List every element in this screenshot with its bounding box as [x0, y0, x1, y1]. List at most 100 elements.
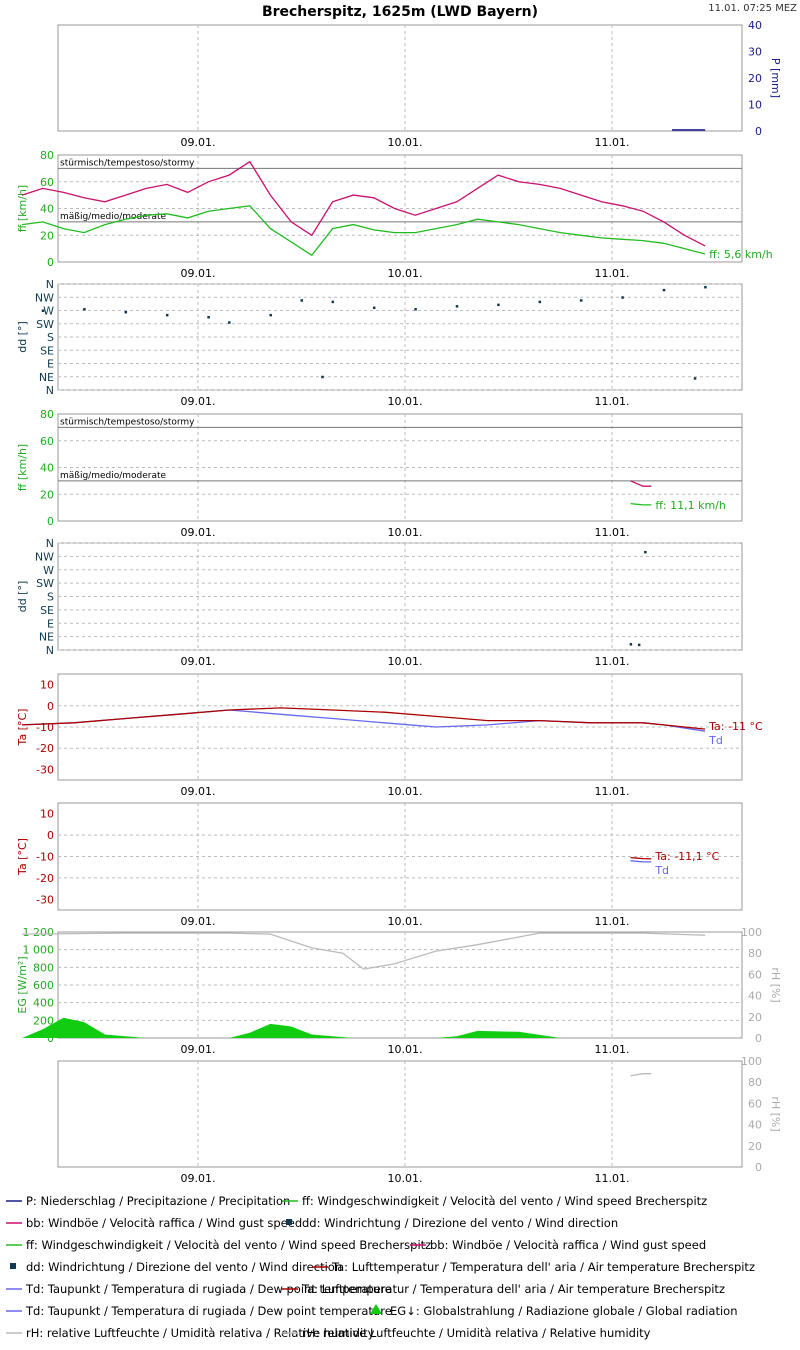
y-axis-label: dd [°]	[16, 321, 29, 353]
y-tick-label: 0	[47, 700, 54, 713]
zone-label-moderate: mäßig/medio/moderate	[60, 471, 167, 481]
dir-point	[300, 299, 303, 302]
dew-value-label: Td	[708, 734, 723, 747]
x-tick-label: 09.01.	[181, 1043, 216, 1056]
legend-item: ff: Windgeschwindigkeit / Velocità del v…	[302, 1194, 707, 1208]
x-tick-label: 10.01.	[388, 655, 423, 668]
y-tick-label-right: 20	[748, 72, 762, 85]
dir-point	[41, 309, 45, 312]
x-tick-label: 11.01.	[595, 267, 630, 280]
x-tick-label: 09.01.	[181, 395, 216, 408]
legend-item: rH: relative Luftfeuchte / Umidità relat…	[26, 1326, 375, 1340]
dir-point	[372, 306, 376, 310]
y-tick-label-right: 60	[748, 1097, 762, 1110]
legend-item: ff: Windgeschwindigkeit / Velocità del v…	[26, 1238, 431, 1252]
y-tick-label: NW	[35, 550, 54, 563]
y-tick-label: SE	[40, 344, 54, 357]
wind-line	[630, 502, 652, 506]
y-tick-label: 0	[47, 829, 54, 842]
dir-point	[165, 313, 169, 317]
legend-item: P: Niederschlag / Precipitazione / Preci…	[26, 1194, 290, 1208]
y-tick-label: -10	[36, 851, 54, 864]
dir-point	[497, 303, 500, 307]
x-tick-label: 10.01.	[388, 267, 423, 280]
y-tick-label: 10	[40, 679, 54, 692]
x-tick-label: 10.01.	[388, 395, 423, 408]
y-tick-label: NW	[35, 291, 54, 304]
y-tick-label: -30	[36, 893, 54, 906]
x-tick-label: 09.01.	[181, 915, 216, 928]
y-tick-label-right: 40	[748, 19, 762, 32]
y-tick-label: 0	[47, 515, 54, 528]
y-tick-label: SE	[40, 604, 54, 617]
y-tick-label: 60	[40, 176, 54, 189]
dewpoint-line	[22, 709, 706, 732]
y-tick-label-right: 100	[741, 1055, 762, 1068]
y-axis-label: P [mm]	[769, 58, 782, 98]
wind-value-label: ff: 5,6 km/h	[709, 248, 773, 261]
y-axis-label: rH [%]	[769, 1096, 782, 1131]
dir-point	[414, 308, 417, 311]
y-tick-label: N	[46, 537, 54, 550]
update-timestamp: 11.01. 07:25 MEZ	[708, 3, 797, 14]
y-tick-label: E	[47, 617, 54, 630]
y-tick-label: 0	[47, 256, 54, 269]
y-tick-label-right: 80	[748, 947, 762, 960]
panels: 09.01. 10.01. 11.01. 0 10 20 30 40 P [mm] 09.01. 1…	[16, 19, 782, 1185]
y-tick-label: -10	[36, 721, 54, 734]
gust-line	[21, 160, 706, 247]
y-tick-label: 40	[40, 203, 54, 216]
dir-point	[579, 299, 583, 302]
x-tick-label: 11.01.	[595, 395, 630, 408]
dir-point	[269, 313, 272, 317]
y-axis-label: dd [°]	[16, 581, 29, 613]
dir-point	[83, 308, 86, 311]
legend-item: dd: Windrichtung / Direzione del vento /…	[302, 1216, 618, 1230]
plot-frame-precip	[57, 24, 743, 132]
legend-item: EG↓: Globalstrahlung / Radiazione global…	[390, 1304, 737, 1318]
y-axis-label: ff [km/h]	[16, 185, 29, 232]
y-tick-label: SW	[36, 318, 54, 331]
x-tick-label: 10.01.	[388, 1043, 423, 1056]
x-tick-label: 10.01.	[388, 136, 423, 149]
wind-value-label: ff: 11,1 km/h	[655, 499, 726, 512]
x-tick-label: 09.01.	[181, 1172, 216, 1185]
x-tick-label: 09.01.	[181, 267, 216, 280]
temperature-line	[22, 707, 706, 730]
x-tick-label: 11.01.	[595, 1172, 630, 1185]
y-tick-label: N	[46, 278, 54, 291]
y-tick-label: NE	[39, 631, 54, 644]
y-tick-label: 80	[40, 149, 54, 162]
dir-point	[693, 377, 697, 380]
x-tick-label: 09.01.	[181, 136, 216, 149]
legend-item: bb: Windböe / Velocità raffica / Wind gu…	[430, 1238, 706, 1252]
y-tick-label: S	[47, 591, 54, 604]
zone-label-moderate: mäßig/medio/moderate	[60, 212, 167, 222]
y-axis-label: Ta [°C]	[16, 709, 29, 747]
y-tick-label-right: 10	[748, 99, 762, 112]
y-tick-label: 400	[33, 997, 54, 1010]
y-tick-label-right: 20	[748, 1011, 762, 1024]
legend-item: dd: Windrichtung / Direzione del vento /…	[26, 1260, 342, 1274]
dir-point	[321, 375, 324, 379]
radiation-area	[22, 1017, 561, 1038]
y-tick-label-right: 30	[748, 46, 762, 59]
y-tick-label-right: 60	[748, 968, 762, 981]
y-tick-label: 600	[33, 979, 54, 992]
y-tick-label: E	[47, 358, 54, 371]
dewpoint-line	[630, 860, 652, 863]
dir-point	[662, 288, 666, 292]
y-tick-label: 800	[33, 961, 54, 974]
plot-frame-rh2	[57, 1060, 743, 1168]
x-tick-label: 11.01.	[595, 655, 630, 668]
x-tick-label: 11.01.	[595, 526, 630, 539]
y-tick-label: S	[47, 331, 54, 344]
dir-point	[538, 300, 542, 304]
y-tick-label: N	[46, 384, 54, 397]
legend-item: Td: Taupunkt / Temperatura di rugiada / …	[25, 1282, 392, 1296]
zone-label-stormy: stürmisch/tempestoso/stormy	[60, 158, 195, 168]
y-tick-label-right: 100	[741, 926, 762, 939]
y-tick-label: N	[46, 644, 54, 657]
y-tick-label: 20	[40, 488, 54, 501]
